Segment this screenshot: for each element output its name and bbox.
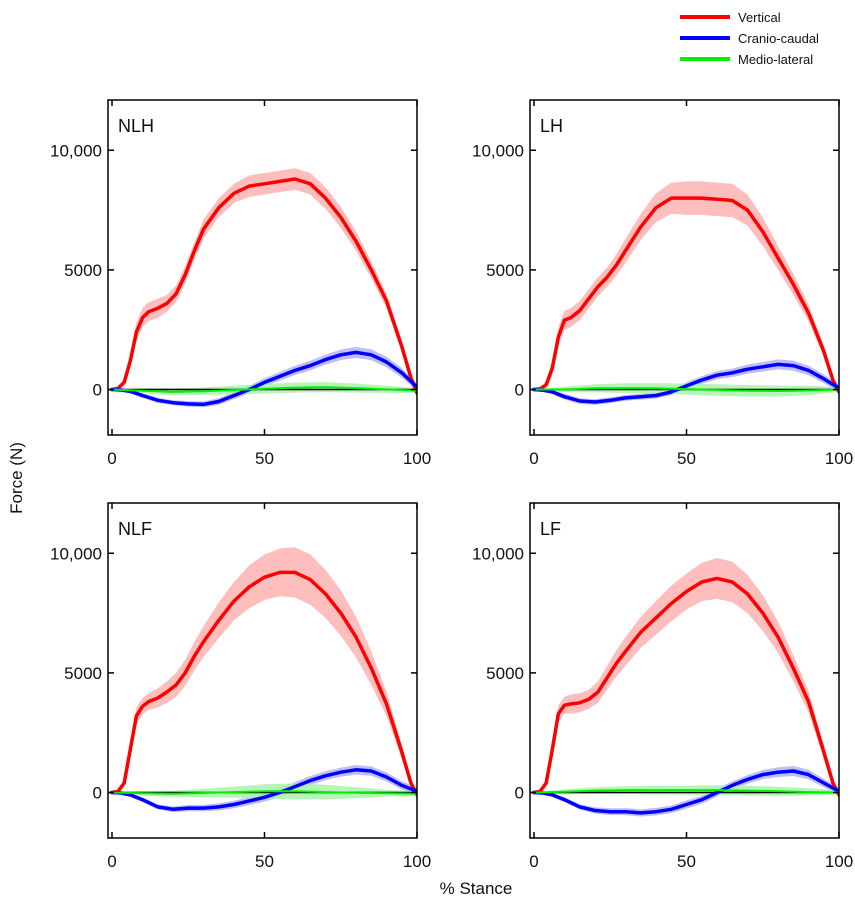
y-tick-label: 10,000	[472, 544, 524, 563]
x-tick-label: 50	[255, 852, 274, 871]
series-line-cranio-caudal	[110, 768, 417, 812]
x-tick-label: 50	[677, 449, 696, 468]
y-tick-label: 0	[515, 381, 524, 400]
x-tick-label: 50	[677, 852, 696, 871]
y-tick-label: 5000	[486, 664, 524, 683]
plot-area	[108, 547, 417, 813]
series-line-vertical	[532, 576, 839, 797]
legend-label-medio-lateral: Medio-lateral	[738, 52, 813, 67]
y-tick-label: 10,000	[50, 141, 102, 160]
x-tick-label: 100	[403, 449, 431, 468]
y-tick-label: 5000	[486, 261, 524, 280]
series-line-medio-lateral	[533, 387, 839, 392]
series-line-medio-lateral	[111, 790, 417, 795]
y-tick-label: 0	[93, 784, 102, 803]
panel-frame	[107, 99, 418, 436]
series-line-cranio-caudal	[110, 350, 417, 407]
x-tick-label: 0	[529, 449, 538, 468]
panel-frame	[107, 502, 418, 839]
panel-label: LF	[540, 519, 561, 539]
y-tick-label: 0	[515, 784, 524, 803]
panel-label: NLH	[118, 116, 154, 136]
series-line-cranio-caudal	[532, 769, 839, 815]
panel-lh: 0 5000 10,000 0 50 100 LH	[472, 99, 853, 468]
plot-area	[530, 558, 839, 817]
y-tick-label: 5000	[64, 664, 102, 683]
x-tick-label: 0	[107, 852, 116, 871]
x-tick-label: 100	[825, 852, 853, 871]
series-line-vertical	[110, 570, 417, 797]
y-tick-label: 0	[93, 381, 102, 400]
panel-nlh: 0 5000 10,000 0 50 100 NLH	[50, 99, 431, 468]
x-axis-title: % Stance	[440, 879, 513, 898]
y-tick-label: 10,000	[472, 141, 524, 160]
legend: Vertical Cranio-caudal Medio-lateral	[680, 10, 819, 67]
panel-lf: 0 5000 10,000 0 50 100 LF	[472, 502, 853, 871]
band-vertical	[112, 547, 417, 799]
panel-frame	[529, 99, 840, 436]
panel-nlf: 0 5000 10,000 0 50 100 NLF	[50, 502, 431, 871]
band-vertical	[534, 558, 839, 799]
plot-area	[530, 181, 839, 405]
series-line-vertical	[110, 177, 417, 395]
legend-label-vertical: Vertical	[738, 10, 781, 25]
band-cranio-caudal	[534, 359, 839, 405]
x-tick-label: 50	[255, 449, 274, 468]
x-tick-label: 0	[107, 449, 116, 468]
x-tick-label: 0	[529, 852, 538, 871]
x-tick-label: 100	[825, 449, 853, 468]
y-tick-label: 10,000	[50, 544, 102, 563]
series-line-medio-lateral	[533, 789, 839, 794]
series-line-medio-lateral	[111, 386, 417, 393]
panel-label: NLF	[118, 519, 152, 539]
panel-label: LH	[540, 116, 563, 136]
band-cranio-caudal	[534, 766, 839, 817]
legend-label-cranio-caudal: Cranio-caudal	[738, 31, 819, 46]
panel-frame	[529, 502, 840, 839]
band-vertical	[112, 168, 417, 397]
series-line-vertical	[532, 196, 839, 394]
plot-area	[108, 168, 417, 408]
x-tick-label: 100	[403, 852, 431, 871]
y-tick-label: 5000	[64, 261, 102, 280]
y-axis-title: Force (N)	[7, 442, 26, 514]
